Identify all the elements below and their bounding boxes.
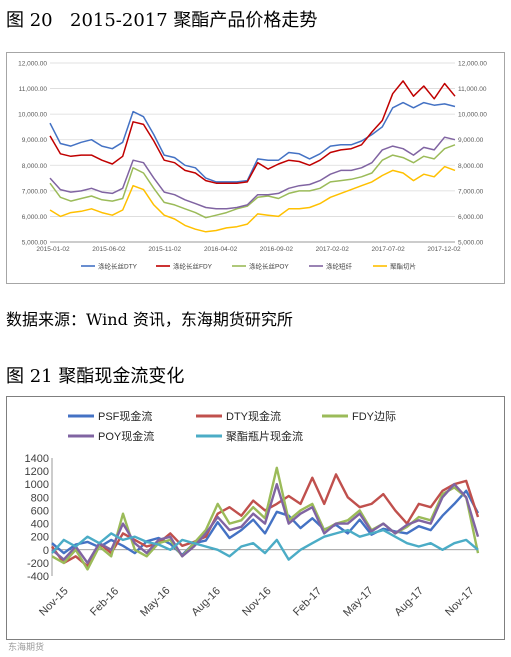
series-line-3 <box>51 466 480 571</box>
series-line-2 <box>49 80 456 184</box>
series-line-5 <box>49 165 456 233</box>
y2-tick-label: 5,000.00 <box>458 240 484 247</box>
legend-label: DTY现金流 <box>226 409 281 423</box>
y-tick-label: 5,000.00 <box>22 240 48 247</box>
x-tick-label: 2017-12-02 <box>427 246 461 253</box>
y2-tick-label: 11,000.00 <box>458 86 487 93</box>
legend-label: 聚酯瓶片现金流 <box>226 429 303 443</box>
price-trend-chart: 5,000.00 5,000.00 6,000.00 6,000.00 7,000.00… <box>6 52 505 284</box>
y-tick-label: 800 <box>31 492 49 504</box>
y-tick-label: -200 <box>27 558 49 570</box>
legend-label: POY现金流 <box>98 429 154 443</box>
y-tick-label: 6,000.00 <box>22 214 48 221</box>
y2-tick-label: 8,000.00 <box>458 163 484 170</box>
y-tick-label: -400 <box>27 571 49 583</box>
series-line-5 <box>51 528 479 561</box>
series-line-4 <box>49 136 456 210</box>
y-tick-label: 200 <box>31 532 49 544</box>
x-tick-label: 2015-11-02 <box>148 246 181 253</box>
legend-label: 涤纶长丝POY <box>249 262 289 271</box>
y-tick-label: 1200 <box>25 466 49 478</box>
figure-20-number: 图 20 <box>6 10 53 31</box>
y-tick-label: 8,000.00 <box>22 163 48 170</box>
legend-label: 涤纶长丝FDY <box>173 262 213 271</box>
series-line-3 <box>49 144 456 219</box>
legend-label: 涤纶短纤 <box>326 262 353 271</box>
watermark: 东海期货 <box>8 643 45 653</box>
legend-label: 涤纶长丝DTY <box>98 262 138 271</box>
series-line-2 <box>51 473 480 568</box>
y-tick-label: 0 <box>43 545 49 557</box>
y-tick-label: 1000 <box>25 479 49 491</box>
x-tick-label: 2017-07-02 <box>372 246 406 253</box>
x-tick-label: 2015-01-02 <box>36 246 70 253</box>
x-tick-label: 2016-09-02 <box>260 246 294 253</box>
y-tick-label: 12,000.00 <box>18 61 47 68</box>
legend-label: FDY边际 <box>352 410 396 423</box>
y-tick-label: 11,000.00 <box>19 86 48 93</box>
y2-tick-label: 10,000.00 <box>458 112 487 119</box>
y2-tick-label: 9,000.00 <box>458 137 484 144</box>
legend-label: 聚酯切片 <box>390 262 416 271</box>
y2-tick-label: 7,000.00 <box>458 188 484 195</box>
y2-tick-label: 12,000.00 <box>458 61 487 68</box>
y-tick-label: 10,000.00 <box>18 112 47 119</box>
figure-20-title: 2015-2017 聚酯产品价格走势 <box>70 10 318 31</box>
legend-label: PSF现金流 <box>98 409 152 423</box>
figure-21-caption: 图 21 聚酯现金流变化 <box>6 366 185 387</box>
y-tick-label: 600 <box>31 505 49 517</box>
x-tick-label: 2017-02-02 <box>316 246 350 253</box>
series-line-1 <box>51 489 480 557</box>
figure-20-caption: 图 20 2015-2017 聚酯产品价格走势 <box>6 6 317 32</box>
y-tick-label: 9,000.00 <box>22 137 48 144</box>
y-tick-label: 400 <box>31 519 49 531</box>
y-tick-label: 1400 <box>25 453 49 465</box>
x-tick-label: 2015-06-02 <box>92 246 126 253</box>
data-source-note: 数据来源：Wind 资讯，东海期货研究所 <box>6 310 293 329</box>
series-line-1 <box>49 101 456 183</box>
x-tick-label: 2016-04-02 <box>204 246 238 253</box>
y-tick-label: 7,000.00 <box>22 188 48 195</box>
y2-tick-label: 6,000.00 <box>458 214 484 221</box>
series-line-4 <box>51 482 480 565</box>
